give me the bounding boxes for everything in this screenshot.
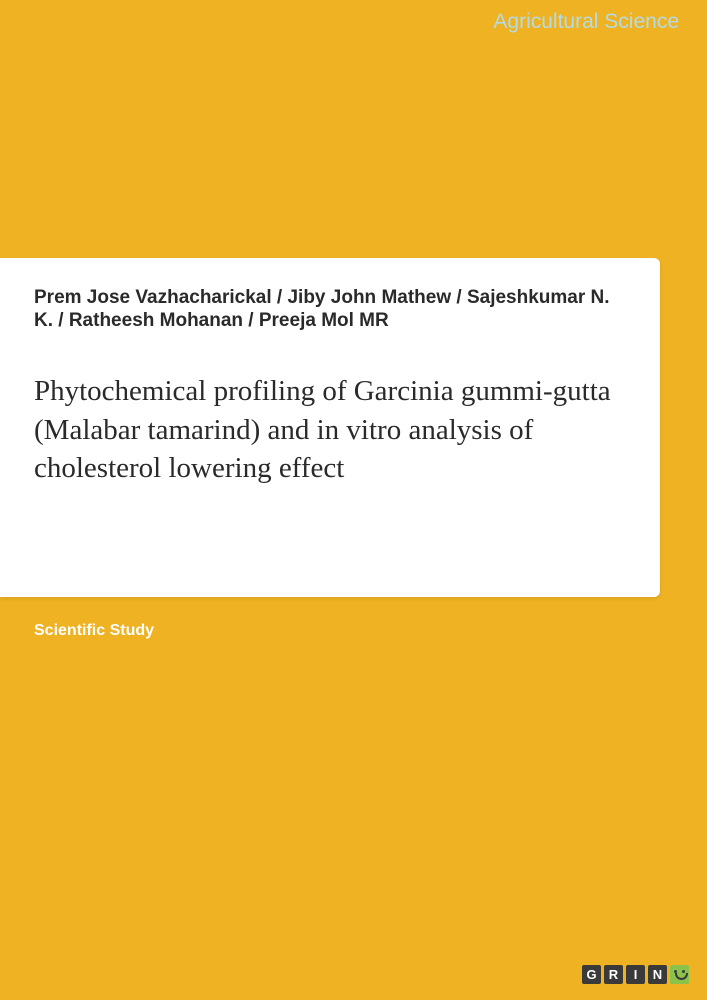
logo-letter-g: G [582,965,601,984]
study-type-label: Scientific Study [34,622,154,640]
category-label: Agricultural Science [493,10,679,34]
title-text: Phytochemical profiling of Garcinia gumm… [34,372,626,487]
logo-letter-r: R [604,965,623,984]
logo-smile-icon [670,965,689,984]
authors-text: Prem Jose Vazhacharickal / Jiby John Mat… [34,286,626,332]
logo-letter-i: I [626,965,645,984]
logo-letter-n: N [648,965,667,984]
title-card: Prem Jose Vazhacharickal / Jiby John Mat… [0,258,660,597]
publisher-logo: G R I N [582,965,689,984]
